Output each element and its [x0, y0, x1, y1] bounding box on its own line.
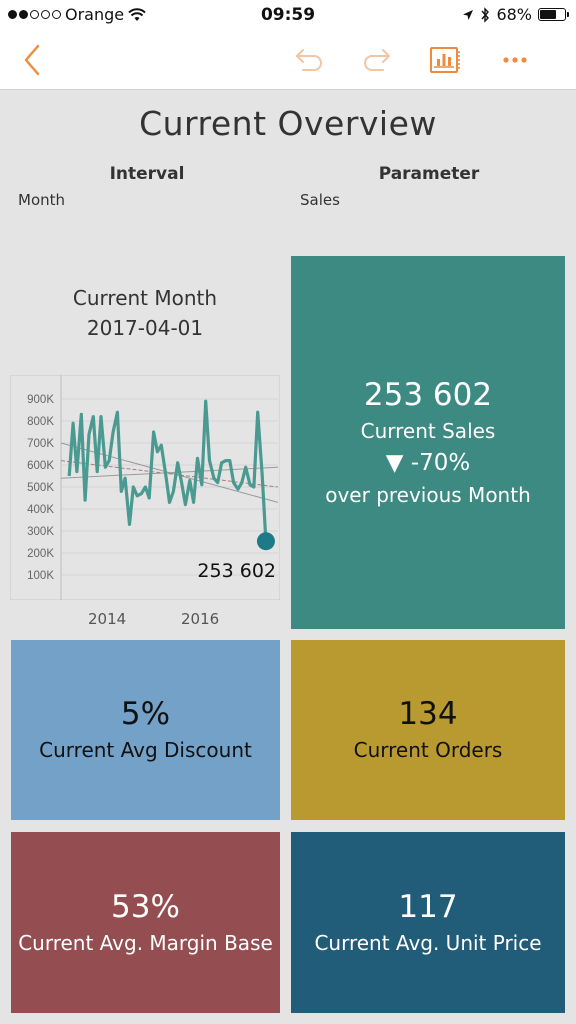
trend-line [60, 466, 279, 479]
back-button[interactable] [14, 42, 50, 78]
y-tick-label: 400K [27, 504, 54, 516]
margin-label: Current Avg. Margin Base [18, 930, 273, 955]
orders-label: Current Orders [353, 738, 503, 762]
battery-percent: 68% [496, 5, 532, 24]
redo-icon [364, 49, 390, 71]
status-bar: Orange 09:59 68% [0, 0, 576, 30]
location-icon [463, 9, 474, 20]
current-month-value: 2017-04-01 [86, 316, 204, 340]
chevron-left-icon [24, 44, 40, 76]
orders-tile[interactable]: 134 Current Orders [291, 640, 565, 820]
unit-price-value: 117 [398, 888, 458, 925]
x-tick-2016: 2016 [181, 610, 220, 628]
sales-value: 253 602 [363, 376, 493, 413]
sales-series-line [67, 399, 268, 542]
sales-trend-chart[interactable]: 900K 800K 700K 600K 500K 400K 300K 200K 100K 253 … [9, 374, 281, 601]
undo-icon [296, 49, 322, 71]
current-month-block: Current Month 2017-04-01 [0, 283, 290, 343]
y-tick-label: 600K [27, 460, 54, 472]
navigation-bar [0, 30, 576, 90]
discount-label: Current Avg Discount [39, 738, 252, 762]
y-tick-label: 300K [27, 526, 54, 538]
sales-label: Current Sales [360, 418, 496, 443]
last-value-point [256, 532, 275, 551]
orders-value: 134 [398, 696, 458, 732]
unit-price-tile[interactable]: 117 Current Avg. Unit Price [291, 832, 565, 1013]
y-tick-label: 900K [27, 394, 54, 406]
discount-value: 5% [120, 696, 171, 732]
avg-discount-tile[interactable]: 5% Current Avg Discount [11, 640, 280, 820]
interval-filter-label: Interval [109, 164, 185, 184]
y-tick-label: 200K [27, 548, 54, 560]
more-button[interactable] [497, 42, 533, 78]
current-month-label: Current Month [72, 286, 218, 310]
sales-trend-svg: 900K 800K 700K 600K 500K 400K 300K 200K 100K 253 … [9, 374, 281, 601]
signal-carrier: Orange [8, 5, 146, 24]
undo-button[interactable] [291, 42, 327, 78]
sales-change: ▼ -70% [385, 449, 471, 476]
y-tick-label: 800K [27, 416, 54, 428]
unit-price-label: Current Avg. Unit Price [314, 930, 542, 955]
sales-compare: over previous Month [325, 482, 531, 507]
battery-icon [538, 8, 569, 21]
parameter-filter-label: Parameter [378, 164, 480, 184]
more-icon [503, 57, 527, 63]
current-sales-tile[interactable]: 253 602 Current Sales ▼ -70% over previo… [291, 256, 565, 629]
signal-strength-icon [8, 10, 61, 19]
y-tick-label: 500K [27, 482, 54, 494]
margin-value: 53% [111, 888, 180, 925]
interval-filter-value[interactable]: Month [18, 191, 66, 209]
x-tick-2014: 2014 [88, 610, 127, 628]
chart-view-icon [430, 47, 460, 73]
y-tick-label: 100K [27, 570, 54, 582]
redo-button[interactable] [359, 42, 395, 78]
carrier-name: Orange [65, 5, 125, 24]
view-data-button[interactable] [426, 42, 462, 78]
parameter-filter-value[interactable]: Sales [300, 191, 340, 209]
status-time: 09:59 [260, 5, 316, 25]
bluetooth-icon [481, 6, 490, 23]
last-value-label: 253 602 [197, 560, 276, 582]
margin-tile[interactable]: 53% Current Avg. Margin Base [11, 832, 280, 1013]
wifi-icon [128, 7, 146, 21]
y-tick-label: 700K [27, 438, 54, 450]
dashboard-title: Current Overview [139, 104, 437, 143]
